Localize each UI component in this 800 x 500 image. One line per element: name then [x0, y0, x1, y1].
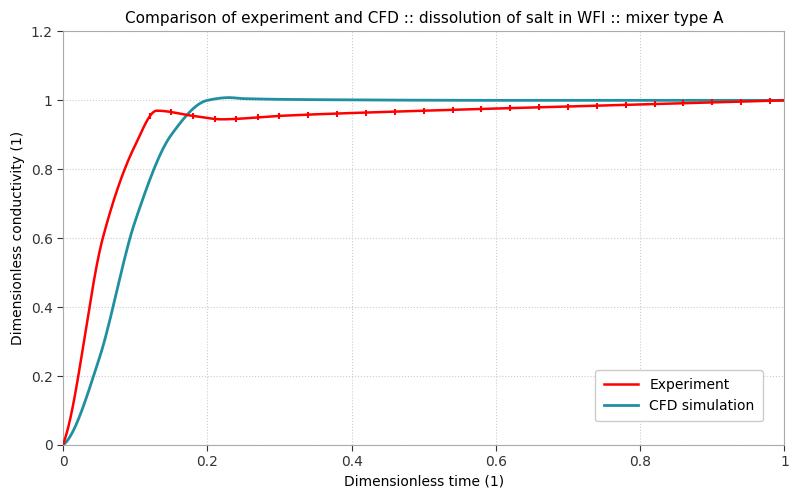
- Experiment: [58, 442, 68, 448]
- CFD simulation: [73, 418, 82, 424]
- Experiment: [125, 155, 134, 161]
- Line: Experiment: Experiment: [63, 100, 785, 445]
- Line: CFD simulation: CFD simulation: [63, 98, 785, 445]
- CFD simulation: [59, 441, 69, 447]
- CFD simulation: [546, 98, 556, 103]
- Title: Comparison of experiment and CFD :: dissolution of salt in WFI :: mixer type A: Comparison of experiment and CFD :: diss…: [125, 11, 723, 26]
- Experiment: [96, 242, 106, 248]
- CFD simulation: [780, 98, 790, 103]
- X-axis label: Dimensionless time (1): Dimensionless time (1): [344, 475, 504, 489]
- CFD simulation: [225, 94, 234, 100]
- CFD simulation: [60, 440, 70, 446]
- Experiment: [112, 189, 122, 195]
- Y-axis label: Dimensionless conductivity (1): Dimensionless conductivity (1): [11, 131, 25, 345]
- Legend: Experiment, CFD simulation: Experiment, CFD simulation: [595, 370, 763, 422]
- CFD simulation: [236, 96, 246, 102]
- Experiment: [138, 126, 148, 132]
- Experiment: [319, 111, 329, 117]
- CFD simulation: [69, 428, 78, 434]
- Experiment: [780, 98, 790, 103]
- Experiment: [109, 198, 118, 203]
- CFD simulation: [58, 442, 68, 448]
